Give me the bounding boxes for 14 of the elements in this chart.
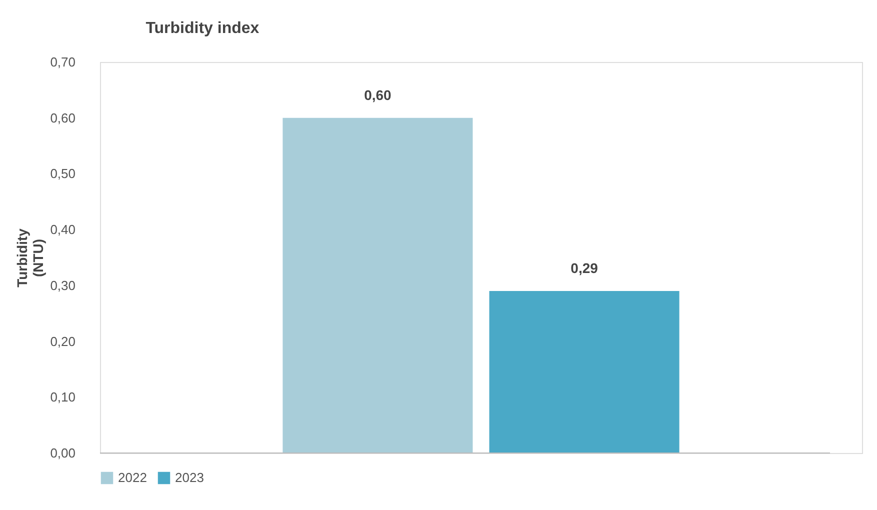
chart-title: Turbidity index bbox=[146, 20, 260, 37]
legend-label: 2023 bbox=[175, 470, 204, 485]
y-tick-label: 0,50 bbox=[50, 166, 76, 182]
y-tick-label: 0,30 bbox=[50, 278, 76, 293]
y-tick-label: 0,00 bbox=[50, 446, 76, 460]
y-tick-label: 0,70 bbox=[50, 54, 76, 70]
y-tick-label: 0,60 bbox=[50, 110, 76, 126]
y-tick-label: 0,10 bbox=[50, 390, 76, 405]
y-axis-title: Turbidity (NTU) bbox=[14, 228, 46, 288]
y-tick-label: 0,20 bbox=[50, 334, 76, 349]
data-label: 0,60 bbox=[364, 86, 392, 103]
legend-label: 2022 bbox=[118, 470, 147, 485]
data-label: 0,29 bbox=[570, 260, 598, 276]
y-tick-label: 0,40 bbox=[50, 222, 76, 238]
